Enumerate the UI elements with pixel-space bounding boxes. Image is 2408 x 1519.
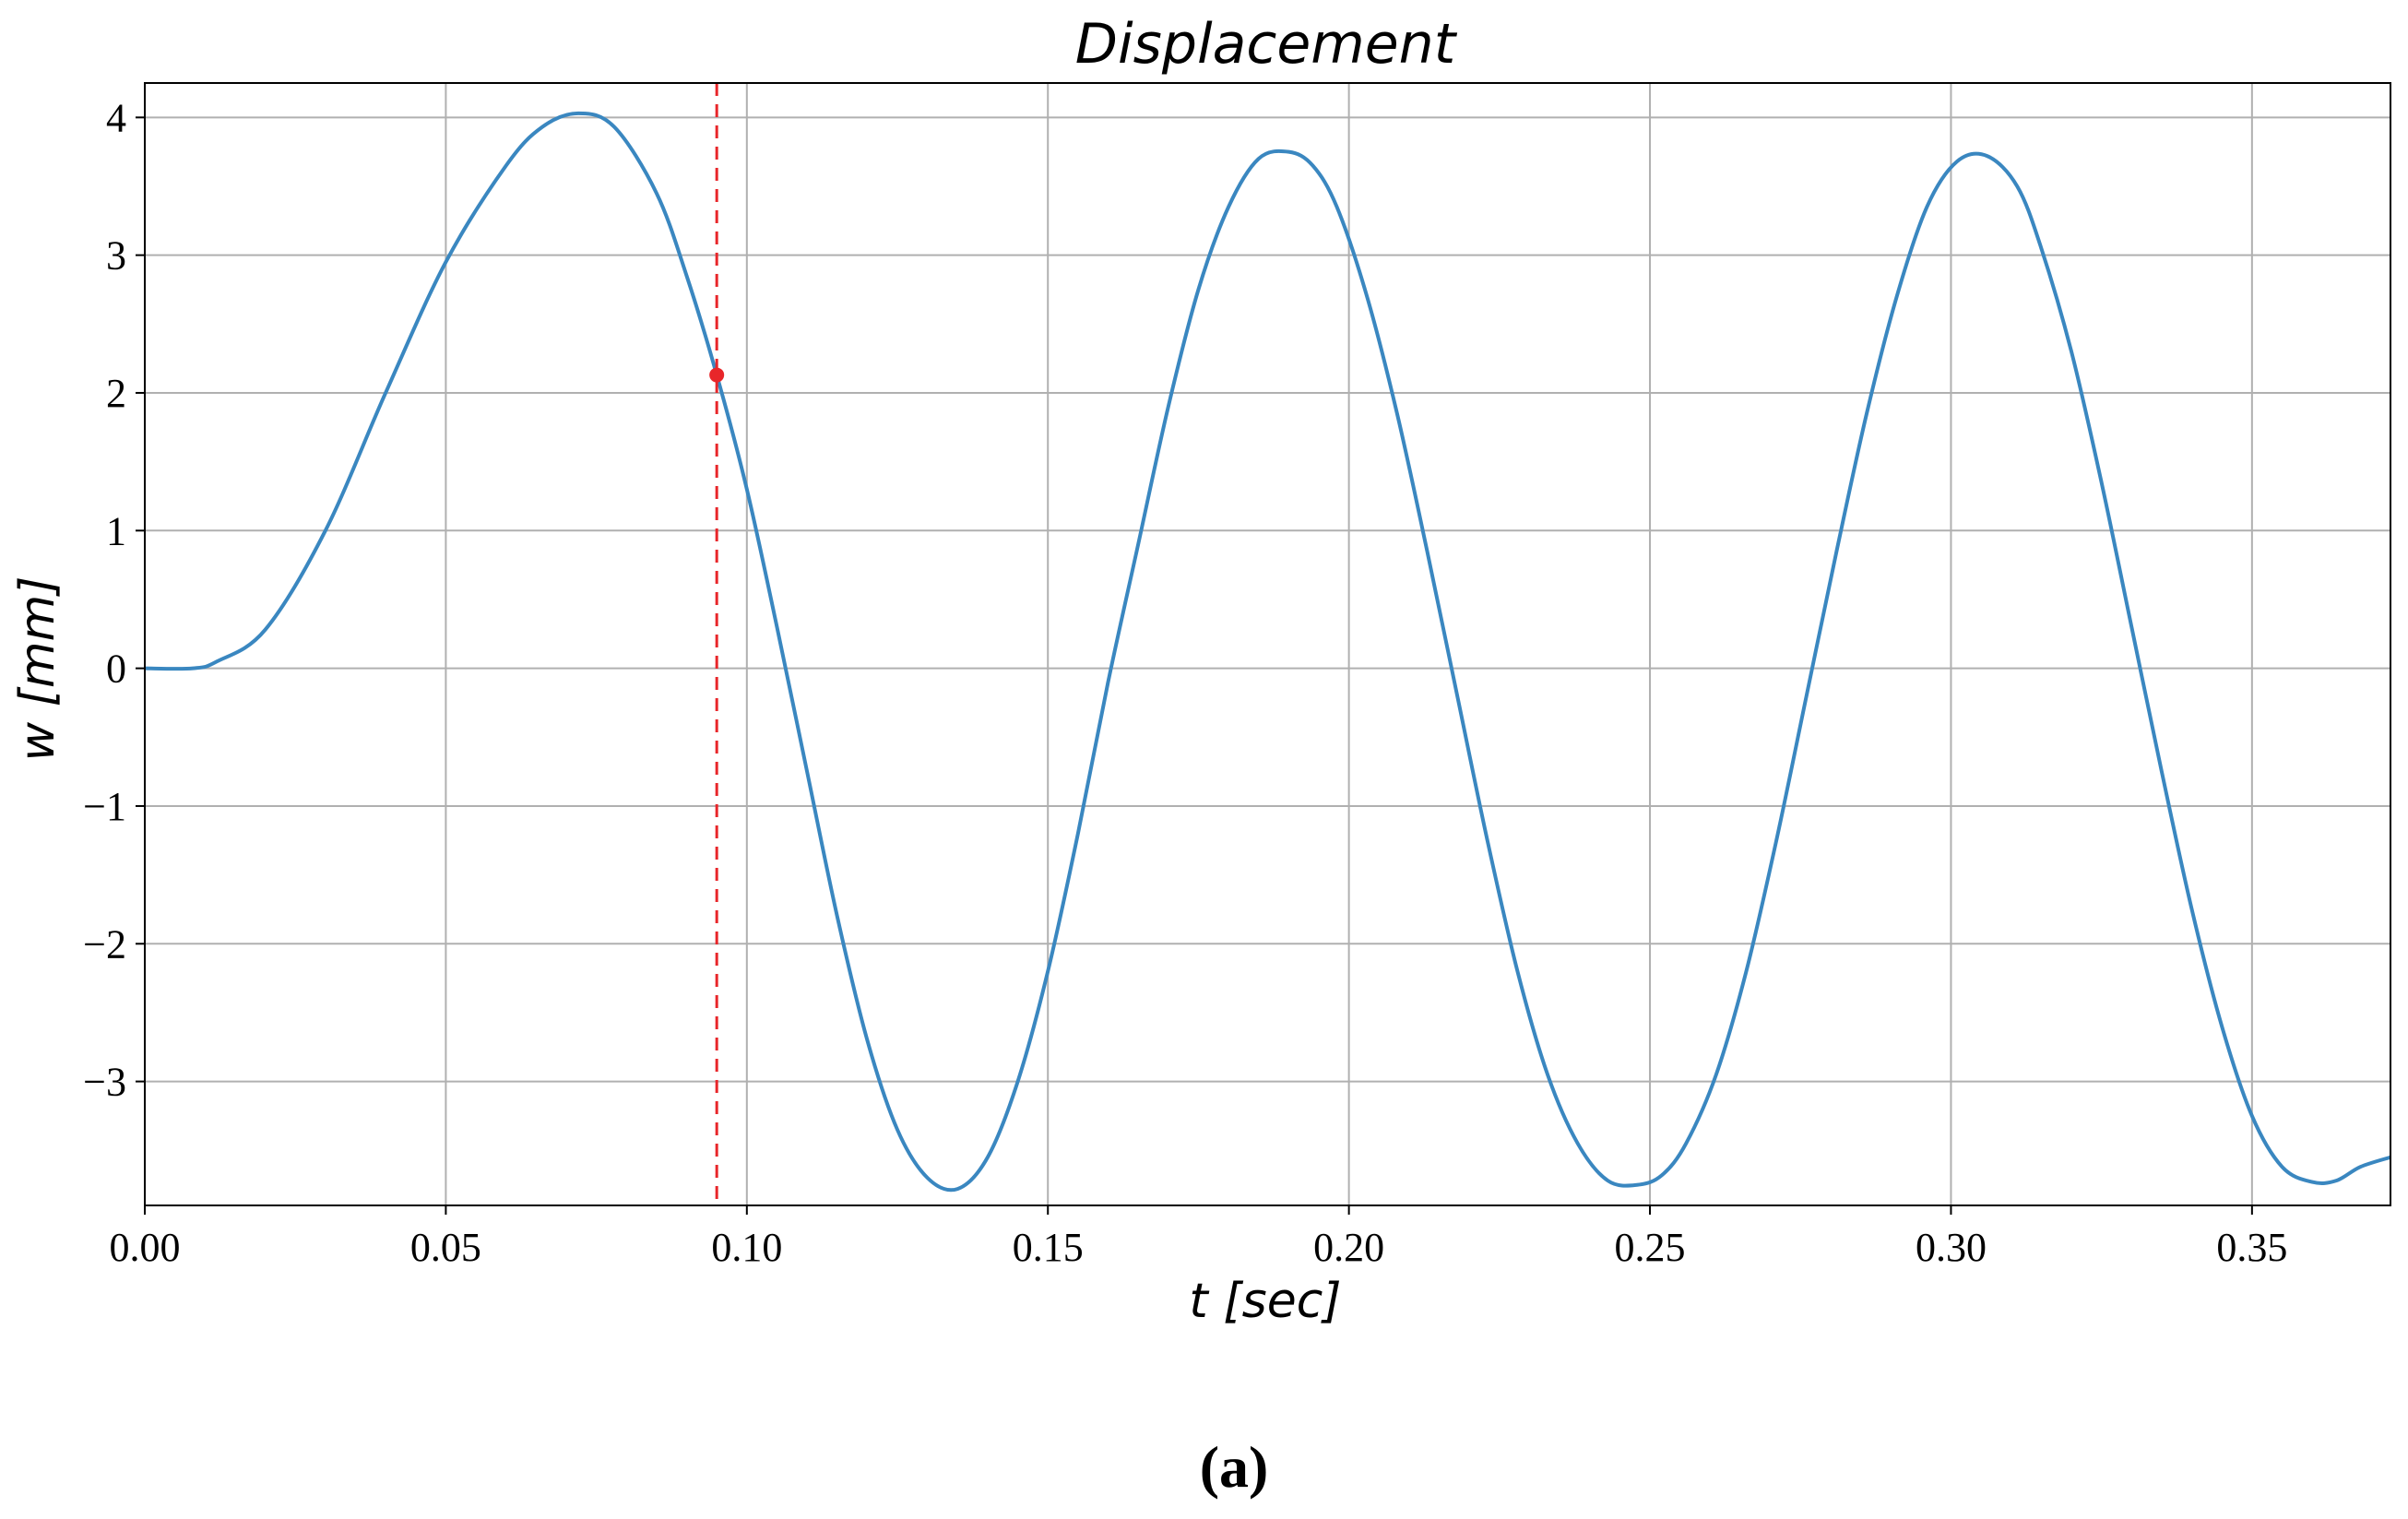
y-tick-label: −3 bbox=[83, 1060, 126, 1105]
grid bbox=[144, 83, 2390, 1205]
x-axis-ticks: 0.00 0.05 0.10 0.15 0.20 0.25 0.30 0.35 bbox=[110, 1205, 2287, 1270]
x-tick-label: 0.10 bbox=[711, 1225, 782, 1270]
x-tick-label: 0.15 bbox=[1013, 1225, 1084, 1270]
marker-layer bbox=[709, 83, 725, 1205]
x-tick-label: 0.05 bbox=[410, 1225, 481, 1270]
x-tick-label: 0.00 bbox=[110, 1225, 181, 1270]
x-tick-label: 0.30 bbox=[1916, 1225, 1987, 1270]
chart-title: Displacement bbox=[1075, 12, 1458, 77]
y-tick-label: −1 bbox=[83, 784, 126, 829]
x-tick-label: 0.20 bbox=[1313, 1225, 1384, 1270]
y-axis-label: w [mm] bbox=[10, 576, 65, 762]
current-point-marker bbox=[709, 367, 725, 383]
y-tick-label: 3 bbox=[106, 233, 126, 279]
figure-caption: (a) bbox=[1200, 1434, 1269, 1500]
plot-frame bbox=[144, 82, 2391, 1206]
y-tick-label: 0 bbox=[106, 647, 126, 692]
y-tick-label: 4 bbox=[106, 95, 126, 140]
displacement-series-line bbox=[144, 111, 2391, 1193]
x-tick-label: 0.25 bbox=[1615, 1225, 1686, 1270]
y-axis-ticks: −3 −2 −1 0 1 2 3 4 bbox=[83, 95, 145, 1105]
y-tick-label: −2 bbox=[83, 921, 126, 967]
x-tick-label: 0.35 bbox=[2216, 1225, 2287, 1270]
y-tick-label: 1 bbox=[106, 508, 126, 553]
x-axis-label: t [sec] bbox=[1189, 1274, 1341, 1329]
series-layer bbox=[144, 111, 2391, 1193]
y-tick-label: 2 bbox=[106, 371, 126, 416]
